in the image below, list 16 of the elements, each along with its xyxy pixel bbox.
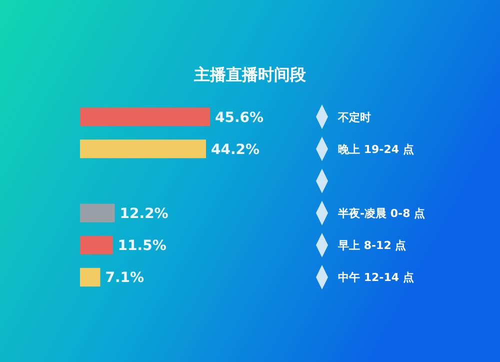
bar: [80, 268, 100, 287]
y-tick-label: 早上 8-12 点: [337, 239, 406, 252]
data-label: 12.2%: [120, 206, 168, 222]
data-label: 45.6%: [215, 110, 264, 126]
y-tick-label: 中午 12-14 点: [338, 271, 414, 284]
bar: [80, 107, 210, 126]
bar: [80, 204, 115, 222]
data-label: 11.5%: [118, 238, 166, 254]
y-tick-label: 半夜-凌晨 0-8 点: [337, 207, 426, 220]
bar: [80, 140, 206, 158]
data-label: 44.2%: [211, 142, 260, 158]
text: 主播直播时间段: [193, 65, 307, 84]
data-label: 7.1%: [105, 270, 144, 286]
y-tick-label: 不定时: [337, 110, 371, 124]
y-tick-label: 晚上 19-24 点: [338, 142, 414, 156]
bar: [80, 236, 113, 254]
